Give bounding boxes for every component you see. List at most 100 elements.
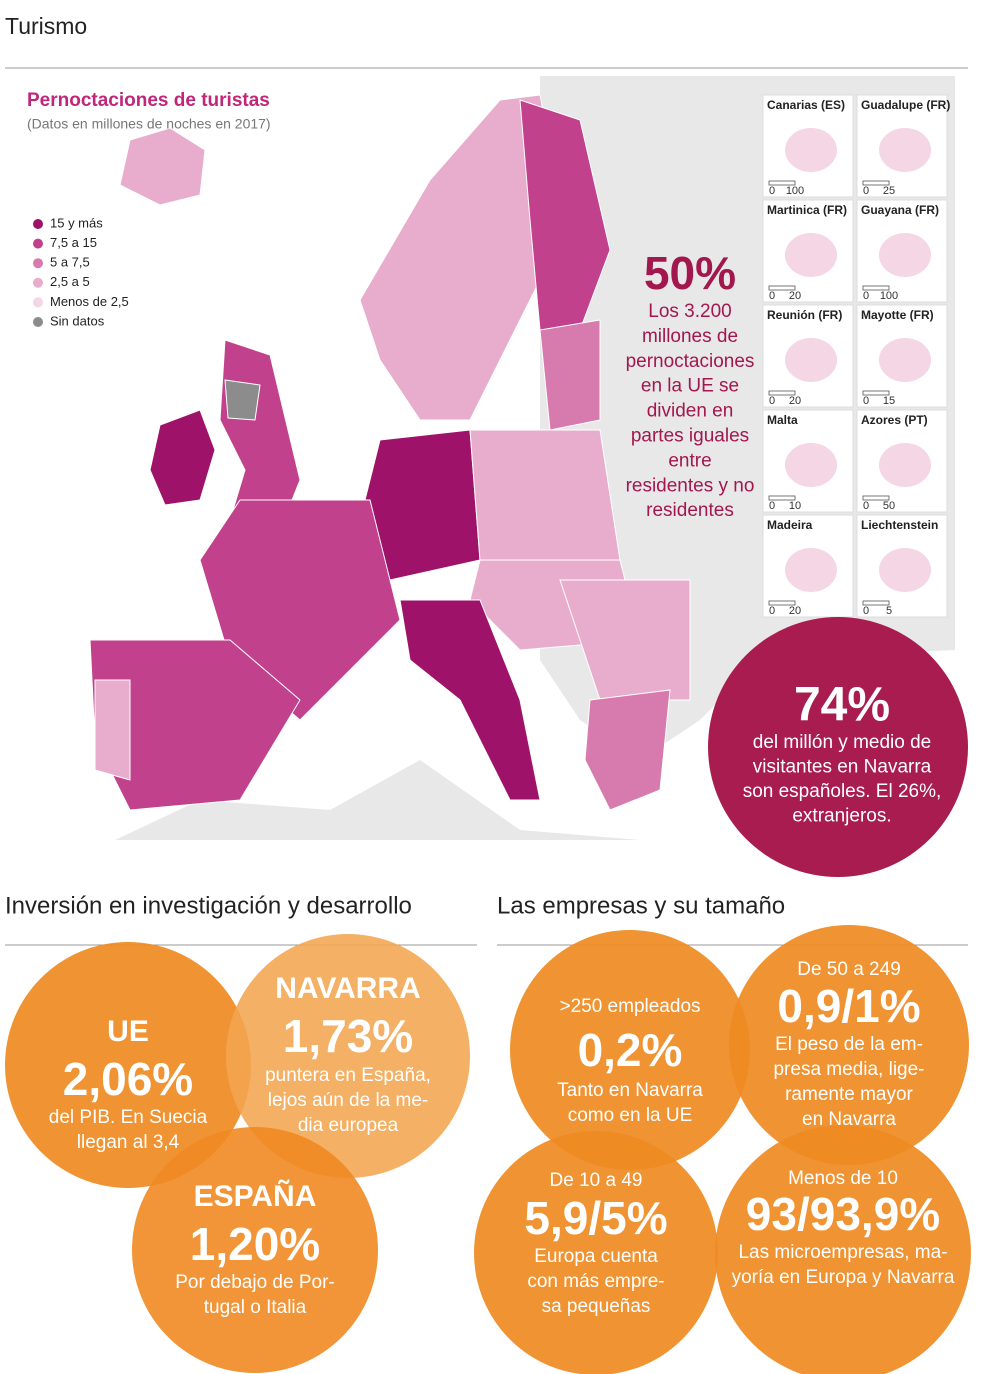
- scale-label: 0: [769, 605, 775, 617]
- info-circle: [715, 1125, 971, 1374]
- stat-value: 50%: [644, 247, 736, 299]
- scale-bar: [862, 600, 890, 606]
- circle-text: sa pequeñas: [542, 1296, 651, 1317]
- circle-value: 0,9/1%: [777, 980, 920, 1032]
- stat-text: pernoctaciones: [626, 351, 755, 372]
- legend-swatch: [33, 219, 43, 229]
- inset-name: Guadalupe (FR): [861, 98, 950, 112]
- inset-shape: [785, 233, 837, 277]
- stat-text: extranjeros.: [792, 806, 891, 827]
- circle-text: Tanto en Navarra: [557, 1080, 703, 1101]
- info-circle: [510, 930, 750, 1170]
- scale-label: 0: [863, 185, 869, 197]
- inset-name: Malta: [767, 413, 798, 427]
- inset-frame: [762, 94, 854, 198]
- scale-label: 10: [789, 500, 801, 512]
- scale-bar: [862, 285, 890, 291]
- legend-label: 15 y más: [50, 215, 103, 230]
- stat-text: visitantes en Navarra: [753, 757, 932, 778]
- map-region: [539, 319, 601, 431]
- inset-name: Canarias (ES): [767, 98, 845, 112]
- circle-text: Las microempresas, ma-: [738, 1242, 947, 1263]
- info-circle: [5, 942, 251, 1188]
- section-title: Las empresas y su tamaño: [497, 892, 785, 919]
- map-region: [149, 409, 216, 506]
- scale-label: 0: [863, 605, 869, 617]
- inset-shape: [785, 128, 837, 172]
- map-title: Pernoctaciones de turistas: [27, 90, 270, 111]
- circle-heading: >250 empleados: [559, 996, 700, 1017]
- circle-text: dia europea: [298, 1115, 399, 1136]
- scale-label: 50: [883, 500, 895, 512]
- scale-label: 15: [883, 395, 895, 407]
- scale-label: 0: [769, 290, 775, 302]
- circle-value: 1,73%: [283, 1010, 413, 1062]
- info-circle: [226, 934, 470, 1178]
- legend-label: Sin datos: [50, 313, 105, 328]
- legend-swatch: [33, 317, 43, 327]
- circle-value: 5,9/5%: [524, 1192, 667, 1244]
- map-region: [399, 599, 541, 801]
- circle-text: tugal o Italia: [204, 1297, 307, 1318]
- circles: UE 2,06%del PIB. En Suecia llegan al 3,4 NA…: [5, 925, 971, 1374]
- scale-label: 0: [863, 290, 869, 302]
- scale-label: 5: [886, 605, 892, 617]
- scale-bar: [768, 495, 796, 501]
- scale-label: 20: [789, 605, 801, 617]
- legend-swatch: [33, 297, 43, 308]
- inset-shape: [879, 443, 931, 487]
- map-region: [224, 379, 261, 421]
- stat-value: 74%: [794, 679, 890, 732]
- section-title: Turismo: [5, 13, 87, 39]
- scale-bar: [862, 495, 890, 501]
- scale-label: 0: [769, 395, 775, 407]
- inset-name: Azores (PT): [861, 413, 928, 427]
- scale-bar: [768, 285, 796, 291]
- circle-text: en Navarra: [802, 1109, 896, 1130]
- circle-heading: UE: [107, 1015, 149, 1048]
- info-circle: [474, 1131, 718, 1374]
- scale-label: 100: [786, 185, 804, 197]
- scale-bar: [862, 180, 890, 186]
- scale-label: 0: [769, 500, 775, 512]
- inset-name: Guayana (FR): [861, 203, 939, 217]
- legend-label: 5 a 7,5: [50, 255, 90, 270]
- circle-value: 93/93,9%: [746, 1188, 940, 1240]
- stat-text: partes iguales: [631, 426, 749, 447]
- info-circle: [729, 925, 969, 1165]
- scale-bar: [862, 390, 890, 396]
- inset-shape: [879, 128, 931, 172]
- map-region: [559, 579, 691, 701]
- inset-shape: [879, 548, 931, 592]
- inset-name: Mayotte (FR): [861, 308, 934, 322]
- legend-label: 2,5 a 5: [50, 274, 90, 289]
- circle-text: presa media, lige-: [773, 1059, 924, 1080]
- stat-circle: [708, 617, 968, 877]
- section-title: Inversión en investigación y desarrollo: [5, 892, 412, 919]
- legend-swatch: [33, 258, 43, 269]
- scale-label: 0: [863, 500, 869, 512]
- stat-text: dividen en: [647, 401, 734, 422]
- stat-text: millones de: [642, 326, 738, 347]
- stat-text: Los 3.200: [648, 301, 731, 322]
- inset-name: Madeira: [767, 518, 813, 532]
- africa-land: [115, 760, 640, 840]
- circle-text: ramente mayor: [785, 1084, 913, 1105]
- map-subtitle: (Datos en millones de noches en 2017): [27, 116, 271, 132]
- stat-text: son españoles. El 26%,: [743, 781, 942, 802]
- legend: 15 y más 7,5 a 15 5 a 7,5 2,5 a 5 Menos de 2…: [33, 215, 129, 328]
- map: [5, 76, 955, 840]
- circle-heading: ESPAÑA: [194, 1179, 317, 1213]
- legend-swatch: [33, 277, 43, 288]
- circle-heading: Menos de 10: [788, 1168, 898, 1189]
- legend-label: 7,5 a 15: [50, 235, 97, 250]
- circle-heading: NAVARRA: [275, 972, 421, 1005]
- map-region: [469, 429, 621, 561]
- info-circle: [132, 1127, 378, 1373]
- circle-heading: De 10 a 49: [550, 1170, 643, 1191]
- scale-label: 20: [789, 290, 801, 302]
- scale-bar: [768, 600, 796, 606]
- inset-shape: [879, 233, 931, 277]
